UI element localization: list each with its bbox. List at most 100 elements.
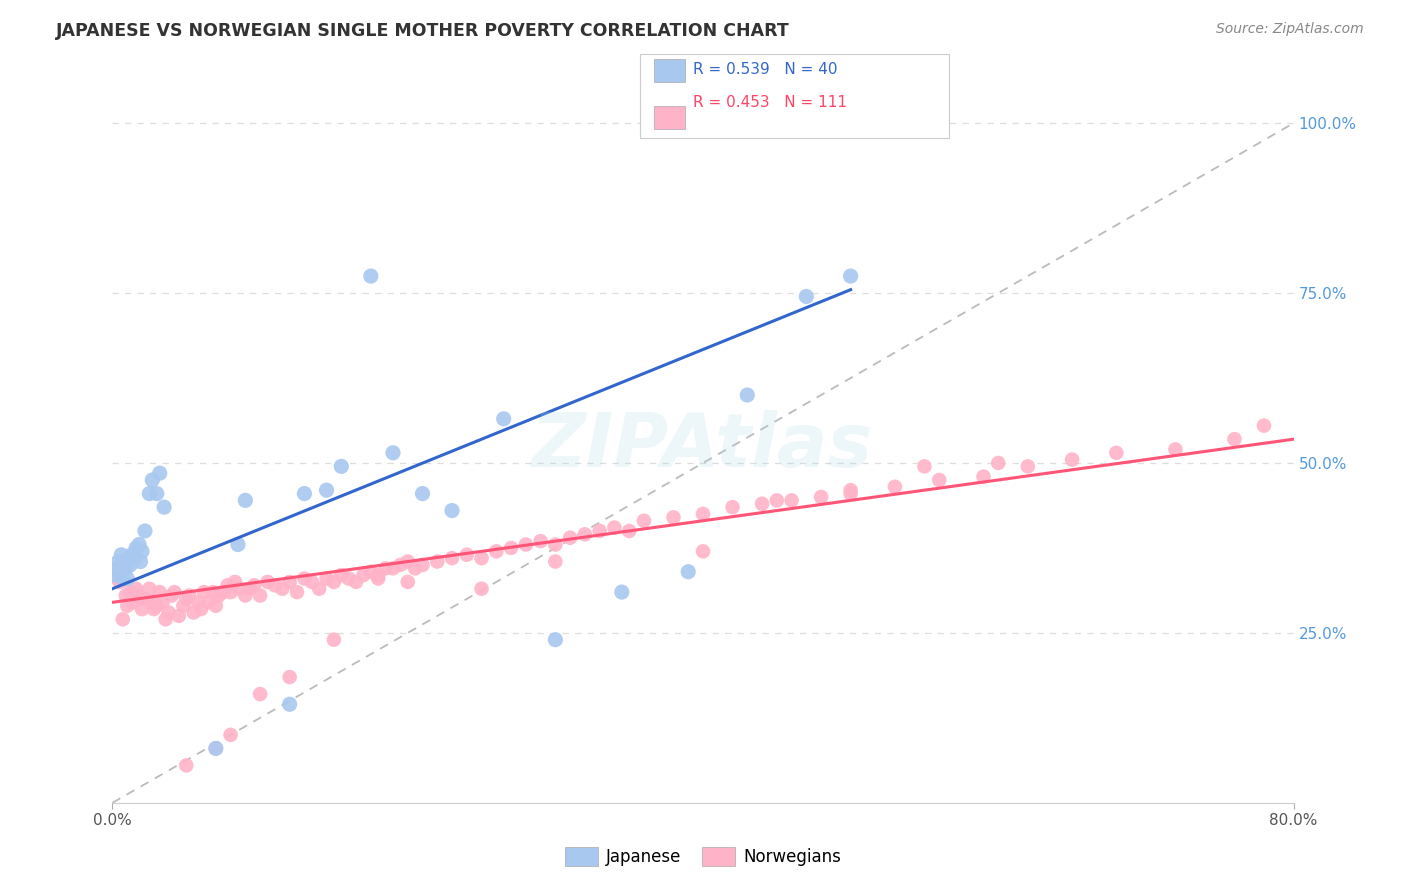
Point bbox=[149, 585, 172, 599]
Point bbox=[219, 585, 242, 599]
Point bbox=[796, 289, 818, 303]
Point bbox=[285, 585, 308, 599]
Point bbox=[128, 589, 150, 603]
Point bbox=[529, 534, 551, 549]
Point bbox=[411, 486, 433, 500]
Point bbox=[160, 589, 183, 603]
Point bbox=[1253, 418, 1275, 433]
Point bbox=[149, 466, 172, 480]
Point bbox=[172, 599, 194, 613]
Point bbox=[737, 388, 759, 402]
Point bbox=[129, 555, 152, 569]
Point bbox=[544, 632, 567, 647]
Point bbox=[120, 558, 142, 572]
Point bbox=[208, 589, 231, 603]
Point bbox=[134, 524, 156, 538]
Point bbox=[485, 544, 508, 558]
Point bbox=[134, 591, 156, 606]
Point bbox=[382, 561, 405, 575]
Point bbox=[619, 524, 641, 538]
Point bbox=[396, 574, 419, 589]
Point bbox=[360, 269, 382, 284]
Point bbox=[131, 602, 153, 616]
Point bbox=[146, 486, 169, 500]
Point bbox=[839, 269, 862, 284]
Point bbox=[114, 561, 136, 575]
Point bbox=[174, 758, 197, 772]
Point bbox=[987, 456, 1010, 470]
Point bbox=[1017, 459, 1039, 474]
Point bbox=[183, 606, 205, 620]
Point bbox=[337, 572, 360, 586]
Point bbox=[404, 561, 426, 575]
Point bbox=[588, 524, 610, 538]
Point bbox=[441, 551, 464, 566]
Text: JAPANESE VS NORWEGIAN SINGLE MOTHER POVERTY CORRELATION CHART: JAPANESE VS NORWEGIAN SINGLE MOTHER POVE… bbox=[56, 22, 790, 40]
Point bbox=[153, 500, 176, 515]
Point bbox=[120, 585, 142, 599]
Point bbox=[780, 493, 803, 508]
Point bbox=[233, 493, 256, 508]
Point bbox=[1223, 432, 1246, 446]
Point bbox=[157, 606, 180, 620]
Point bbox=[146, 599, 169, 613]
Point bbox=[167, 608, 190, 623]
Point bbox=[501, 541, 523, 555]
Point bbox=[492, 412, 515, 426]
Point bbox=[301, 574, 323, 589]
Point bbox=[219, 728, 242, 742]
Point bbox=[205, 741, 228, 756]
Point bbox=[105, 561, 128, 575]
Point bbox=[678, 565, 700, 579]
Point bbox=[456, 548, 478, 562]
Point bbox=[193, 585, 215, 599]
Point bbox=[152, 595, 174, 609]
Point bbox=[205, 741, 228, 756]
Point bbox=[224, 574, 246, 589]
Point bbox=[315, 483, 337, 498]
Point bbox=[1062, 452, 1084, 467]
Point bbox=[810, 490, 832, 504]
Text: Source: ZipAtlas.com: Source: ZipAtlas.com bbox=[1216, 22, 1364, 37]
Point bbox=[117, 599, 138, 613]
Point bbox=[558, 531, 582, 545]
Point bbox=[108, 565, 131, 579]
Point bbox=[928, 473, 950, 487]
Point bbox=[205, 599, 228, 613]
Point bbox=[108, 574, 131, 589]
Point bbox=[249, 589, 271, 603]
Point bbox=[112, 555, 135, 569]
Point bbox=[201, 585, 224, 599]
Point bbox=[243, 578, 266, 592]
Point bbox=[360, 565, 382, 579]
Point bbox=[692, 544, 714, 558]
Point bbox=[396, 555, 419, 569]
Point bbox=[330, 459, 353, 474]
Point bbox=[124, 551, 146, 566]
Point bbox=[1164, 442, 1187, 457]
Point bbox=[190, 602, 212, 616]
Point bbox=[233, 589, 256, 603]
Text: ZIPAtlas: ZIPAtlas bbox=[533, 409, 873, 483]
Point bbox=[330, 568, 353, 582]
Point bbox=[721, 500, 744, 515]
Point bbox=[884, 480, 907, 494]
Point bbox=[104, 568, 127, 582]
Point bbox=[107, 555, 129, 569]
Text: R = 0.539   N = 40: R = 0.539 N = 40 bbox=[693, 62, 838, 78]
Point bbox=[212, 585, 235, 599]
Point bbox=[217, 578, 239, 592]
Point bbox=[367, 572, 389, 586]
Point bbox=[610, 585, 633, 599]
Point bbox=[197, 595, 219, 609]
Point bbox=[138, 582, 160, 596]
Point bbox=[292, 486, 315, 500]
Point bbox=[278, 574, 301, 589]
Point bbox=[256, 574, 278, 589]
Point bbox=[292, 572, 315, 586]
Point bbox=[839, 486, 862, 500]
Point bbox=[308, 582, 330, 596]
Point bbox=[122, 595, 145, 609]
Point bbox=[228, 582, 250, 596]
Point bbox=[344, 574, 367, 589]
